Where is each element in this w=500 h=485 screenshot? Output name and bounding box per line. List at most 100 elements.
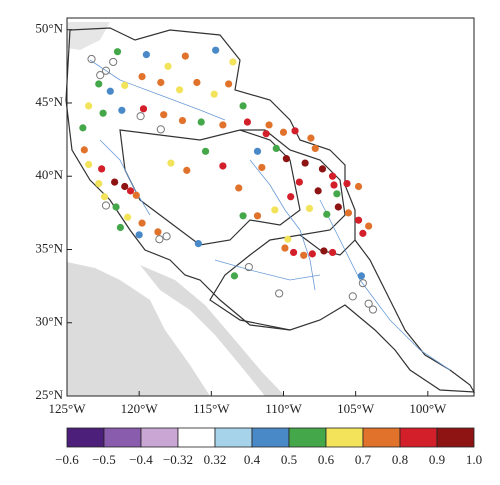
open-point xyxy=(101,66,111,75)
rivers xyxy=(89,59,451,371)
open-point xyxy=(244,262,253,272)
station-point xyxy=(318,165,327,173)
station-point xyxy=(85,160,93,169)
open-point xyxy=(358,279,367,288)
station-point xyxy=(124,213,132,221)
colorbar-label: 0.32 xyxy=(204,452,227,467)
open-point xyxy=(162,232,171,241)
station-point xyxy=(258,163,266,172)
station-point xyxy=(279,128,288,136)
station-point xyxy=(99,109,107,117)
colorbar-swatch xyxy=(399,427,438,448)
station-point xyxy=(116,223,125,232)
station-point xyxy=(167,159,175,167)
station-point xyxy=(106,87,114,95)
station-point xyxy=(305,204,314,213)
x-tick-label: 110°W xyxy=(265,401,302,416)
open-point xyxy=(156,125,165,134)
station-point xyxy=(287,193,295,201)
station-point xyxy=(253,147,262,155)
station-point xyxy=(289,248,298,257)
open-point xyxy=(101,201,111,210)
station-point xyxy=(98,165,106,173)
station-point xyxy=(183,166,191,174)
colorbar-swatch xyxy=(214,427,253,448)
colorbar-swatch xyxy=(288,427,327,448)
station-point xyxy=(154,228,162,236)
station-point xyxy=(135,231,143,239)
station-point xyxy=(138,73,146,81)
open-point xyxy=(96,71,105,80)
colorbar-swatch xyxy=(325,427,364,448)
map-frame xyxy=(66,17,475,397)
station-point xyxy=(157,78,165,87)
station-point xyxy=(243,118,252,126)
station-point xyxy=(219,121,227,129)
station-point xyxy=(328,248,337,257)
x-tick-label: 125°W xyxy=(49,401,87,416)
colorbar-swatch xyxy=(103,427,142,448)
station-point xyxy=(79,124,87,132)
station-point xyxy=(323,210,331,218)
x-tick-label: 100°W xyxy=(409,401,447,416)
station-point xyxy=(210,90,218,98)
open-point xyxy=(87,54,96,64)
station-point xyxy=(344,209,353,217)
open-point xyxy=(136,112,145,121)
colorbar-label: 0.9 xyxy=(429,452,445,467)
station-point xyxy=(271,206,279,214)
x-tick-label: 115°W xyxy=(193,401,230,416)
land-outside xyxy=(67,22,285,396)
colorbar-label: −0.6 xyxy=(55,452,79,467)
colorbar-swatch xyxy=(251,427,290,448)
open-point xyxy=(155,235,164,244)
station-point xyxy=(142,51,150,59)
station-point xyxy=(291,127,299,135)
colorbar-label: 0.7 xyxy=(355,452,372,467)
colorbar-label: 0.6 xyxy=(318,452,335,467)
station-point xyxy=(265,121,273,129)
colorbar-swatch xyxy=(436,427,475,448)
station-point xyxy=(334,203,342,211)
station-point xyxy=(160,111,168,119)
station-point xyxy=(354,216,363,224)
open-point xyxy=(348,292,357,301)
station-point xyxy=(311,144,319,152)
station-point xyxy=(307,134,315,142)
station-point xyxy=(212,46,220,54)
station-point xyxy=(282,155,290,163)
station-point xyxy=(197,118,205,126)
station-point xyxy=(357,272,366,280)
colorbar-swatch xyxy=(140,427,179,448)
y-tick-label: 30°N xyxy=(35,314,63,329)
colorbar-label: 1.0 xyxy=(466,452,482,467)
station-point xyxy=(111,178,119,186)
station-point xyxy=(359,229,367,237)
open-point xyxy=(364,299,373,308)
station-point xyxy=(301,159,309,167)
station-point xyxy=(126,187,135,195)
x-tick-label: 105°W xyxy=(337,401,375,416)
station-point xyxy=(132,191,140,199)
station-point xyxy=(343,179,351,188)
station-point xyxy=(121,182,129,191)
station-point xyxy=(235,184,243,192)
station-point xyxy=(253,212,262,220)
station-point xyxy=(219,162,227,170)
colorbar-label: 0.8 xyxy=(392,452,408,467)
station-point xyxy=(229,58,237,66)
colorbar-swatch xyxy=(177,427,216,448)
station-point xyxy=(320,247,328,255)
y-tick-label: 25°N xyxy=(35,387,63,402)
colorbar-swatch xyxy=(66,427,105,448)
station-point xyxy=(80,146,88,154)
station-point xyxy=(308,250,316,258)
colorbar-label: 0.4 xyxy=(244,452,261,467)
y-tick-label: 45°N xyxy=(35,94,63,109)
station-point xyxy=(330,181,338,189)
station-point xyxy=(239,212,247,220)
station-point xyxy=(139,105,148,113)
station-point xyxy=(178,116,187,125)
colorbar-label: 0.5 xyxy=(281,452,297,467)
